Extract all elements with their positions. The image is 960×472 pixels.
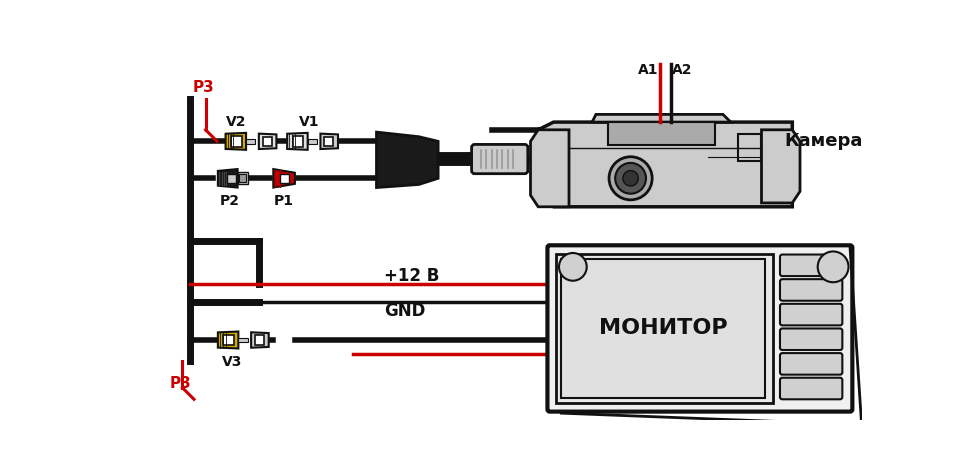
Polygon shape: [252, 332, 269, 348]
Polygon shape: [761, 130, 800, 203]
Bar: [562, 259, 765, 398]
Polygon shape: [226, 133, 246, 150]
Circle shape: [559, 253, 587, 281]
Text: P3: P3: [192, 80, 214, 95]
FancyBboxPatch shape: [228, 174, 236, 183]
Bar: [238, 337, 248, 342]
Circle shape: [609, 157, 652, 200]
FancyBboxPatch shape: [471, 144, 528, 174]
Circle shape: [818, 252, 849, 282]
Text: A2: A2: [672, 64, 693, 77]
Polygon shape: [556, 254, 773, 403]
Polygon shape: [531, 130, 569, 207]
FancyBboxPatch shape: [780, 353, 842, 375]
FancyBboxPatch shape: [293, 136, 303, 147]
Circle shape: [615, 163, 646, 194]
Circle shape: [623, 170, 638, 186]
FancyBboxPatch shape: [280, 174, 290, 183]
Text: P3: P3: [169, 376, 191, 391]
Text: Камера: Камера: [784, 132, 862, 151]
FancyBboxPatch shape: [780, 254, 842, 276]
Text: P1: P1: [275, 194, 294, 209]
Polygon shape: [592, 114, 731, 122]
FancyBboxPatch shape: [224, 335, 234, 346]
Polygon shape: [287, 133, 307, 150]
Text: GND: GND: [384, 302, 425, 320]
Polygon shape: [259, 134, 276, 149]
Text: МОНИТОР: МОНИТОР: [599, 319, 728, 338]
FancyBboxPatch shape: [780, 329, 842, 350]
FancyBboxPatch shape: [262, 137, 272, 146]
Text: V2: V2: [227, 115, 247, 129]
FancyBboxPatch shape: [324, 137, 333, 146]
Polygon shape: [376, 132, 438, 187]
FancyBboxPatch shape: [780, 279, 842, 301]
Bar: [237, 172, 249, 185]
FancyBboxPatch shape: [780, 304, 842, 325]
Text: V3: V3: [223, 354, 243, 369]
FancyBboxPatch shape: [231, 136, 242, 147]
FancyBboxPatch shape: [239, 175, 246, 182]
Polygon shape: [218, 331, 238, 348]
Text: V1: V1: [300, 115, 320, 129]
FancyBboxPatch shape: [254, 336, 264, 345]
Text: +12 В: +12 В: [384, 267, 440, 285]
Text: A1: A1: [637, 64, 659, 77]
Polygon shape: [274, 169, 295, 187]
Polygon shape: [218, 169, 237, 187]
Polygon shape: [539, 122, 792, 207]
FancyBboxPatch shape: [547, 245, 852, 412]
FancyBboxPatch shape: [780, 378, 842, 399]
Text: P2: P2: [220, 194, 240, 209]
Bar: [608, 122, 715, 145]
Polygon shape: [321, 134, 338, 149]
Bar: [246, 139, 255, 143]
Bar: [307, 139, 317, 143]
Bar: [738, 134, 761, 160]
